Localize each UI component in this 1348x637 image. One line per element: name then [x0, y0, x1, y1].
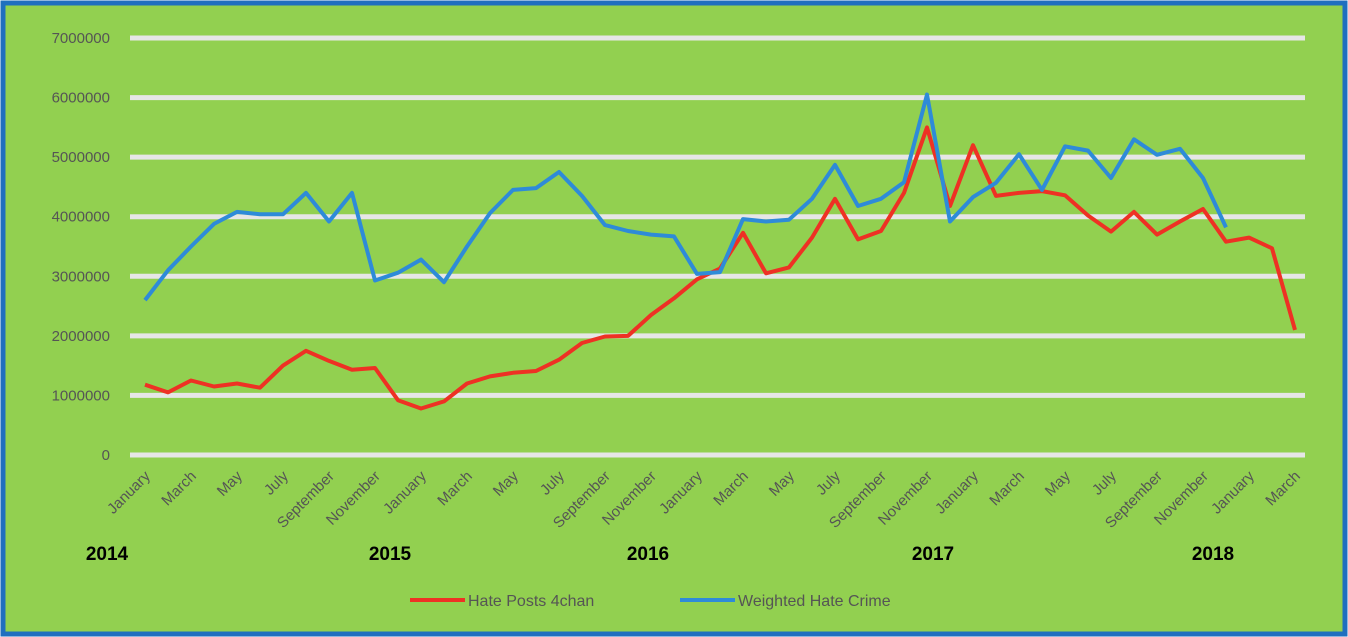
year-label: 2018 — [1192, 544, 1234, 565]
legend-label: Hate Posts 4chan — [468, 593, 594, 610]
y-tick-label: 3000000 — [52, 268, 110, 285]
y-tick-label: 6000000 — [52, 90, 110, 107]
year-label: 2015 — [369, 544, 412, 565]
year-label: 2017 — [912, 544, 954, 565]
y-tick-label: 4000000 — [52, 209, 110, 226]
year-label: 2014 — [86, 544, 129, 565]
y-tick-label: 5000000 — [52, 149, 110, 166]
y-tick-label: 0 — [102, 447, 110, 464]
legend-label: Weighted Hate Crime — [738, 593, 891, 610]
y-tick-label: 2000000 — [52, 328, 110, 345]
y-tick-label: 1000000 — [52, 387, 110, 404]
series-line — [143, 92, 1228, 302]
year-label: 2016 — [627, 544, 669, 565]
y-tick-label: 7000000 — [52, 30, 110, 47]
